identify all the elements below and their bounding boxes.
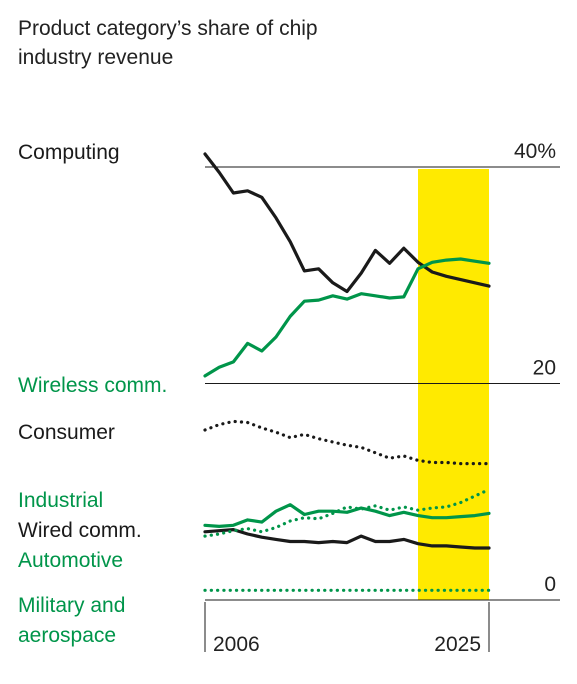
gridlines — [205, 166, 560, 601]
series-label-wireless-comm: Wireless comm. — [18, 374, 167, 397]
series-label-automotive: Automotive — [18, 549, 123, 572]
x-tick-label: 2025 — [434, 633, 481, 656]
x-tick-label: 2006 — [213, 633, 260, 656]
series-line-automotive — [203, 488, 491, 538]
series-label-industrial: Industrial — [18, 489, 103, 512]
series-line-wireless-comm — [203, 257, 491, 378]
series-line-industrial — [203, 503, 491, 528]
series-label-military-and-aerospace: Military and aerospace — [18, 594, 125, 647]
series-lines — [203, 152, 491, 592]
series-line-wired-comm — [203, 528, 491, 550]
chart-title: Product category’s share of chip industr… — [18, 17, 318, 69]
y-tick-labels: 40% 20 0 — [514, 140, 556, 596]
series-label-wired-comm: Wired comm. — [18, 519, 142, 542]
series-label-computing: Computing — [18, 141, 120, 164]
series-label-consumer: Consumer — [18, 421, 115, 444]
y-tick-label: 0 — [544, 573, 556, 596]
y-tick-label: 40% — [514, 140, 556, 163]
series-line-consumer — [203, 419, 491, 466]
highlight-band — [418, 169, 489, 600]
x-axis: 2006 2025 — [204, 602, 490, 656]
series-labels: Computing Wireless comm. Consumer Industria… — [18, 141, 167, 647]
series-line-computing — [203, 152, 491, 294]
y-tick-label: 20 — [533, 357, 556, 380]
